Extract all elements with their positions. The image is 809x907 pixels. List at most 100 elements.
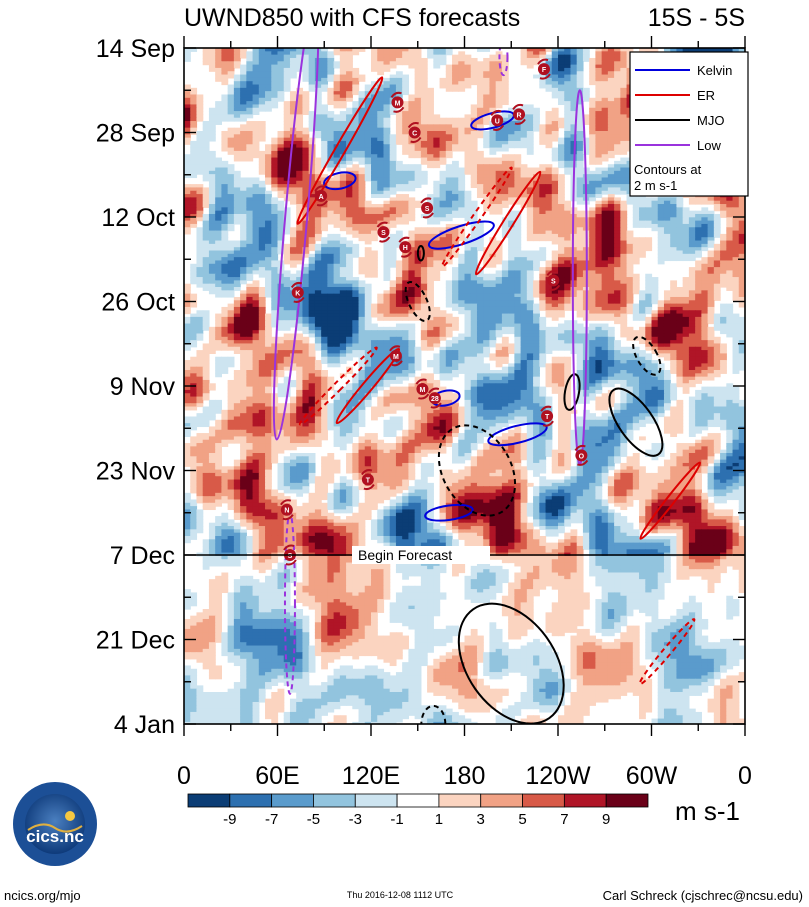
heatmap-cell: [626, 247, 634, 252]
heatmap-cell: [570, 61, 578, 66]
heatmap-cell: [551, 157, 559, 162]
heatmap-cell: [184, 124, 191, 129]
heatmap-cell: [402, 130, 409, 135]
heatmap-cell: [196, 270, 204, 275]
heatmap-cell: [545, 210, 553, 215]
heatmap-cell: [539, 207, 547, 212]
heatmap-cell: [595, 107, 603, 112]
heatmap-cell: [227, 61, 235, 66]
heatmap-cell: [470, 104, 478, 109]
heatmap-cell: [433, 260, 441, 265]
heatmap-cell: [383, 150, 391, 155]
heatmap-cell: [495, 87, 503, 92]
heatmap-cell: [439, 263, 447, 268]
heatmap-cell: [221, 71, 229, 76]
heatmap-cell: [296, 111, 304, 115]
heatmap-cell: [346, 111, 353, 115]
heatmap-cell: [614, 250, 621, 255]
heatmap-cell: [620, 210, 628, 215]
heatmap-cell: [520, 270, 528, 275]
heatmap-cell: [508, 270, 515, 275]
heatmap-cell: [190, 167, 198, 172]
heatmap-cell: [271, 237, 279, 242]
heatmap-cell: [470, 57, 478, 62]
heatmap-cell: [227, 220, 235, 225]
heatmap-cell: [402, 180, 409, 185]
heatmap-cell: [352, 207, 360, 212]
heatmap-cell: [738, 200, 745, 205]
heatmap-cell: [464, 253, 472, 258]
heatmap-cell: [626, 237, 634, 242]
heatmap-cell: [246, 74, 254, 79]
heatmap-cell: [601, 114, 609, 119]
heatmap-cell: [408, 177, 416, 182]
heatmap-cell: [589, 144, 596, 149]
heatmap-cell: [289, 114, 297, 119]
heatmap-cell: [402, 140, 409, 145]
heatmap-cell: [458, 144, 466, 149]
heatmap-cell: [564, 257, 572, 262]
heatmap-cell: [427, 220, 434, 225]
heatmap-cell: [221, 170, 229, 175]
heatmap-cell: [246, 91, 254, 96]
heatmap-cell: [607, 104, 615, 109]
heatmap-cell: [601, 167, 609, 172]
heatmap-cell: [688, 240, 696, 245]
heatmap-cell: [258, 157, 266, 162]
heatmap-cell: [246, 243, 254, 248]
heatmap-cell: [283, 257, 291, 262]
heatmap-cell: [720, 207, 727, 212]
heatmap-cell: [258, 237, 266, 242]
heatmap-cell: [614, 57, 621, 62]
heatmap-cell: [296, 164, 304, 169]
heatmap-cell: [371, 157, 378, 162]
heatmap-cell: [252, 267, 260, 272]
heatmap-cell: [321, 124, 328, 129]
heatmap-cell: [626, 250, 634, 255]
heatmap-cell: [227, 247, 235, 252]
heatmap-cell: [420, 64, 428, 69]
heatmap-cell: [439, 177, 447, 182]
heatmap-cell: [632, 207, 640, 212]
heatmap-cell: [489, 77, 497, 82]
heatmap-cell: [483, 207, 491, 212]
heatmap-cell: [558, 210, 565, 215]
heatmap-cell: [333, 207, 341, 212]
heatmap-cell: [414, 51, 422, 56]
heatmap-cell: [364, 87, 372, 92]
heatmap-cell: [346, 160, 353, 165]
heatmap-cell: [576, 253, 584, 258]
heatmap-cell: [676, 243, 684, 248]
heatmap-cell: [501, 84, 509, 89]
heatmap-cell: [339, 54, 347, 59]
heatmap-cell: [445, 170, 453, 175]
heatmap-cell: [464, 127, 472, 132]
heatmap-cell: [258, 164, 266, 169]
heatmap-cell: [570, 57, 578, 62]
heatmap-cell: [470, 257, 478, 262]
heatmap-cell: [414, 114, 422, 119]
heatmap-cell: [346, 154, 353, 159]
heatmap-cell: [246, 61, 254, 66]
heatmap-cell: [445, 243, 453, 248]
heatmap-cell: [620, 74, 628, 79]
heatmap-cell: [445, 51, 453, 56]
heatmap-cell: [576, 200, 584, 205]
heatmap-cell: [190, 207, 198, 212]
heatmap-cell: [333, 243, 341, 248]
heatmap-cell: [483, 84, 491, 89]
heatmap-cell: [233, 210, 241, 215]
heatmap-cell: [501, 223, 509, 228]
heatmap-cell: [520, 197, 528, 202]
heatmap-cell: [202, 177, 210, 182]
heatmap-cell: [726, 220, 734, 225]
heatmap-cell: [738, 243, 745, 248]
heatmap-cell: [501, 177, 509, 182]
heatmap-cell: [520, 57, 528, 62]
heatmap-cell: [458, 237, 466, 242]
heatmap-cell: [570, 111, 578, 115]
heatmap-cell: [389, 150, 397, 155]
heatmap-cell: [576, 97, 584, 102]
heatmap-cell: [302, 51, 310, 56]
heatmap-cell: [184, 51, 191, 56]
